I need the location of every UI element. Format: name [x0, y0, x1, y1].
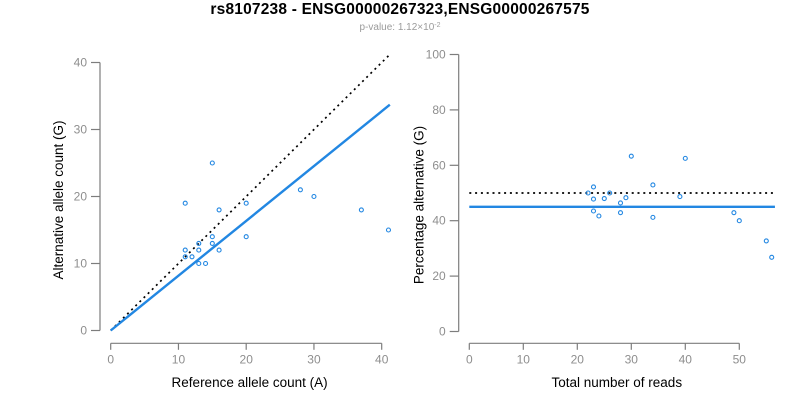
- x-tick-label: 10: [517, 353, 531, 367]
- data-point: [182, 254, 188, 260]
- data-point: [601, 195, 607, 202]
- y-tick-label: 40: [432, 214, 446, 228]
- panel-allele-counts: 0 10 20 30 40 0 10 20 30 40 Reference allele count…: [51, 55, 392, 390]
- x-tick-label: 20: [240, 353, 254, 367]
- y-tick-label: 0: [439, 325, 446, 339]
- data-point: [182, 200, 188, 206]
- data-point: [623, 195, 629, 201]
- figure-title: rs8107238 - ENSG00000267323,ENSG00000267…: [210, 1, 590, 18]
- data-point: [209, 160, 215, 166]
- p-value-text: p-value: 1.12×10: [359, 22, 435, 33]
- y-tick-label: 40: [74, 56, 88, 70]
- x-tick-label: 0: [466, 353, 473, 367]
- data-point: [677, 194, 683, 200]
- data-point: [216, 207, 222, 213]
- data-point: [731, 210, 737, 216]
- data-point: [590, 208, 597, 214]
- panel-percentage-vs-reads: 0 20 40 60 80 100 0 10 20 30 40 50 Total number of r…: [412, 48, 775, 390]
- data-point: [311, 193, 317, 200]
- y-axis-title: Percentage alternative (G): [412, 126, 427, 284]
- x-tick-label: 0: [107, 353, 114, 367]
- data-point: [189, 254, 195, 260]
- data-point: [297, 187, 303, 193]
- data-point: [182, 247, 188, 253]
- data-point: [590, 196, 597, 202]
- y-tick-label: 60: [432, 158, 446, 172]
- x-axis-title: Total number of reads: [552, 375, 683, 390]
- data-point: [209, 240, 215, 246]
- data-point: [650, 214, 656, 220]
- p-value-exponent: -2: [434, 22, 441, 29]
- x-tick-label: 10: [172, 353, 186, 367]
- y-tick-label: 20: [74, 190, 88, 204]
- data-point: [769, 254, 775, 260]
- y-tick-label: 100: [426, 48, 446, 62]
- data-point: [209, 234, 215, 240]
- data-point: [628, 153, 634, 159]
- figure-subtitle: p-value: 1.12×10-2: [0, 22, 800, 33]
- data-point: [385, 227, 392, 233]
- y-axis-title: Alternative allele count (G): [51, 120, 66, 279]
- data-point: [196, 247, 202, 253]
- data-point: [682, 155, 688, 161]
- data-point: [617, 210, 624, 216]
- data-point: [596, 213, 602, 219]
- y-tick-label: 20: [432, 269, 446, 283]
- data-point: [243, 234, 249, 240]
- data-point: [196, 240, 202, 246]
- data-point: [617, 200, 624, 206]
- data-point: [358, 207, 364, 213]
- data-point: [585, 190, 591, 196]
- x-tick-label: 40: [375, 353, 389, 367]
- y-tick-label: 0: [80, 324, 87, 338]
- fit-line: [109, 103, 391, 332]
- y-tick-label: 80: [432, 103, 446, 117]
- data-point: [736, 218, 742, 224]
- y-tick-label: 30: [74, 123, 88, 137]
- x-axis-title: Reference allele count (A): [172, 375, 328, 390]
- data-point: [196, 260, 202, 267]
- x-tick-label: 30: [307, 353, 321, 367]
- data-point: [590, 184, 597, 190]
- x-tick-label: 20: [571, 353, 585, 367]
- x-tick-label: 30: [625, 353, 639, 367]
- data-point: [607, 190, 613, 196]
- identity-line: [110, 55, 390, 332]
- data-point: [203, 260, 209, 267]
- y-tick-label: 10: [74, 257, 88, 271]
- data-point: [243, 200, 249, 206]
- data-point: [216, 247, 222, 253]
- x-tick-label: 50: [733, 353, 747, 367]
- x-tick-label: 40: [679, 353, 693, 367]
- data-point: [763, 238, 769, 244]
- data-point: [650, 182, 656, 188]
